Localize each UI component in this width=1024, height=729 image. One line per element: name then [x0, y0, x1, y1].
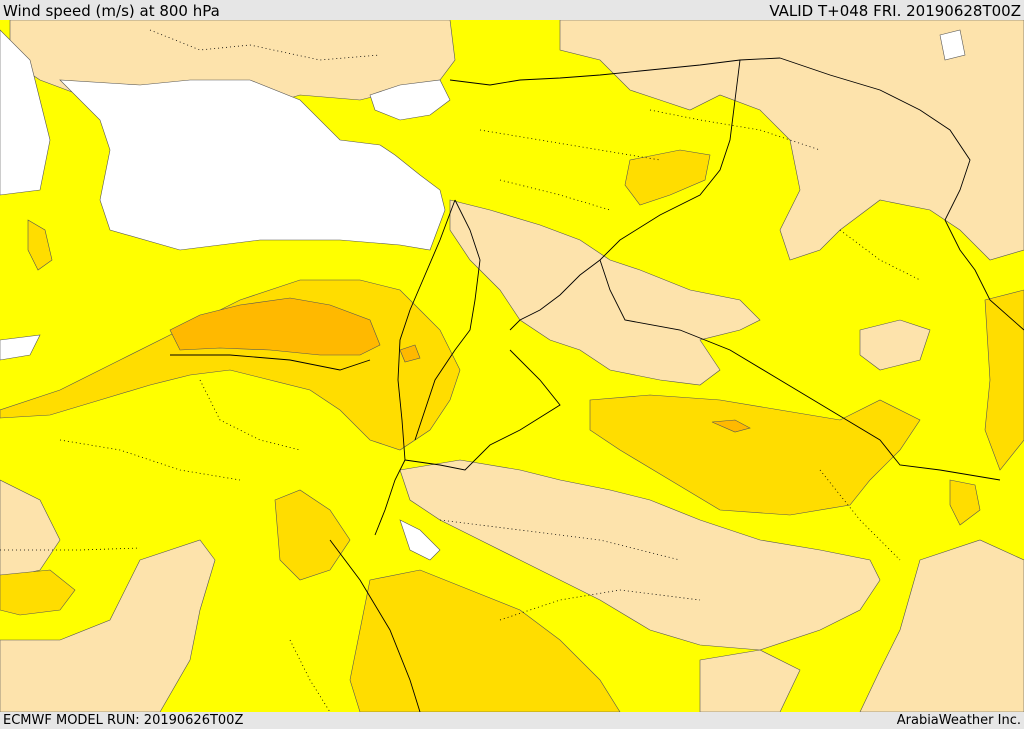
country-borders: [170, 57, 1024, 712]
admin-lines: [0, 29, 921, 712]
sea-levant-coast: [369, 79, 451, 121]
strong-core-sinai: [399, 344, 421, 363]
border-jordan-saudi: [404, 349, 561, 471]
admin-line-6: [499, 589, 701, 621]
moderate-area-saudi-west: [349, 569, 621, 712]
calm-area-small-east: [859, 319, 931, 371]
map-title: Wind speed (m/s) at 800 hPa: [3, 2, 220, 20]
moderate-wind-areas: [0, 149, 1024, 712]
border-levant-coast: [397, 199, 456, 461]
admin-line-10: [149, 29, 381, 61]
calm-area-levant: [449, 199, 761, 386]
border-iraq-jordan-saudi: [599, 259, 1001, 481]
border-jordan-west: [414, 199, 481, 441]
border-egypt-sudan-coast: [329, 539, 421, 712]
moderate-area-west-small: [27, 219, 53, 271]
moderate-area-east-small: [949, 479, 981, 526]
calm-area-sinai-east: [399, 459, 881, 651]
admin-line-7: [59, 439, 241, 481]
admin-line-11: [839, 229, 921, 281]
map-header: Wind speed (m/s) at 800 hPa VALID T+048 …: [0, 0, 1024, 20]
wind-speed-map: [0, 20, 1024, 712]
admin-line-8: [0, 547, 141, 551]
moderate-area-gulf-suez: [274, 489, 351, 581]
moderate-area-libya: [0, 569, 76, 616]
sea-aegean: [0, 29, 51, 196]
calm-area-arabia-east: [859, 539, 1024, 712]
moderate-area-syria-east: [624, 149, 711, 206]
calm-area-iraq-north: [559, 20, 1024, 261]
moderate-area-east-edge: [984, 289, 1024, 471]
map-footer: ECMWF MODEL RUN: 20190626T00Z ArabiaWeat…: [0, 712, 1024, 729]
border-israel-egypt: [374, 459, 406, 536]
border-syria-iraq: [509, 59, 741, 331]
calm-wind-areas: [0, 20, 1024, 712]
strong-wind-areas: [169, 297, 751, 433]
valid-time: VALID T+048 FRI. 20190628T00Z: [769, 2, 1021, 20]
moderate-area-iraq-west: [589, 394, 921, 516]
calm-area-egypt-west: [0, 479, 61, 581]
admin-line-5: [439, 519, 681, 561]
sea-mediterranean: [59, 79, 446, 251]
calm-area-saudi-south: [699, 649, 801, 712]
sea-red-sea-north: [399, 519, 441, 561]
calm-area-egypt-south: [0, 539, 216, 712]
credit: ArabiaWeather Inc.: [896, 713, 1021, 728]
border-turkey-syria: [449, 57, 781, 86]
sea-areas: [0, 29, 966, 561]
admin-line-12: [289, 639, 331, 712]
border-sinai-coast: [170, 354, 371, 371]
admin-line-9: [819, 469, 901, 561]
sea-libya-coast: [0, 334, 41, 361]
admin-line-1: [479, 129, 661, 161]
model-run: ECMWF MODEL RUN: 20190626T00Z: [3, 713, 244, 728]
admin-line-2: [499, 179, 611, 211]
border-iraq-iran: [779, 57, 1024, 331]
strong-core-east-med: [169, 297, 381, 356]
strong-core-iraq: [711, 419, 751, 433]
sea-caspian: [939, 29, 966, 61]
